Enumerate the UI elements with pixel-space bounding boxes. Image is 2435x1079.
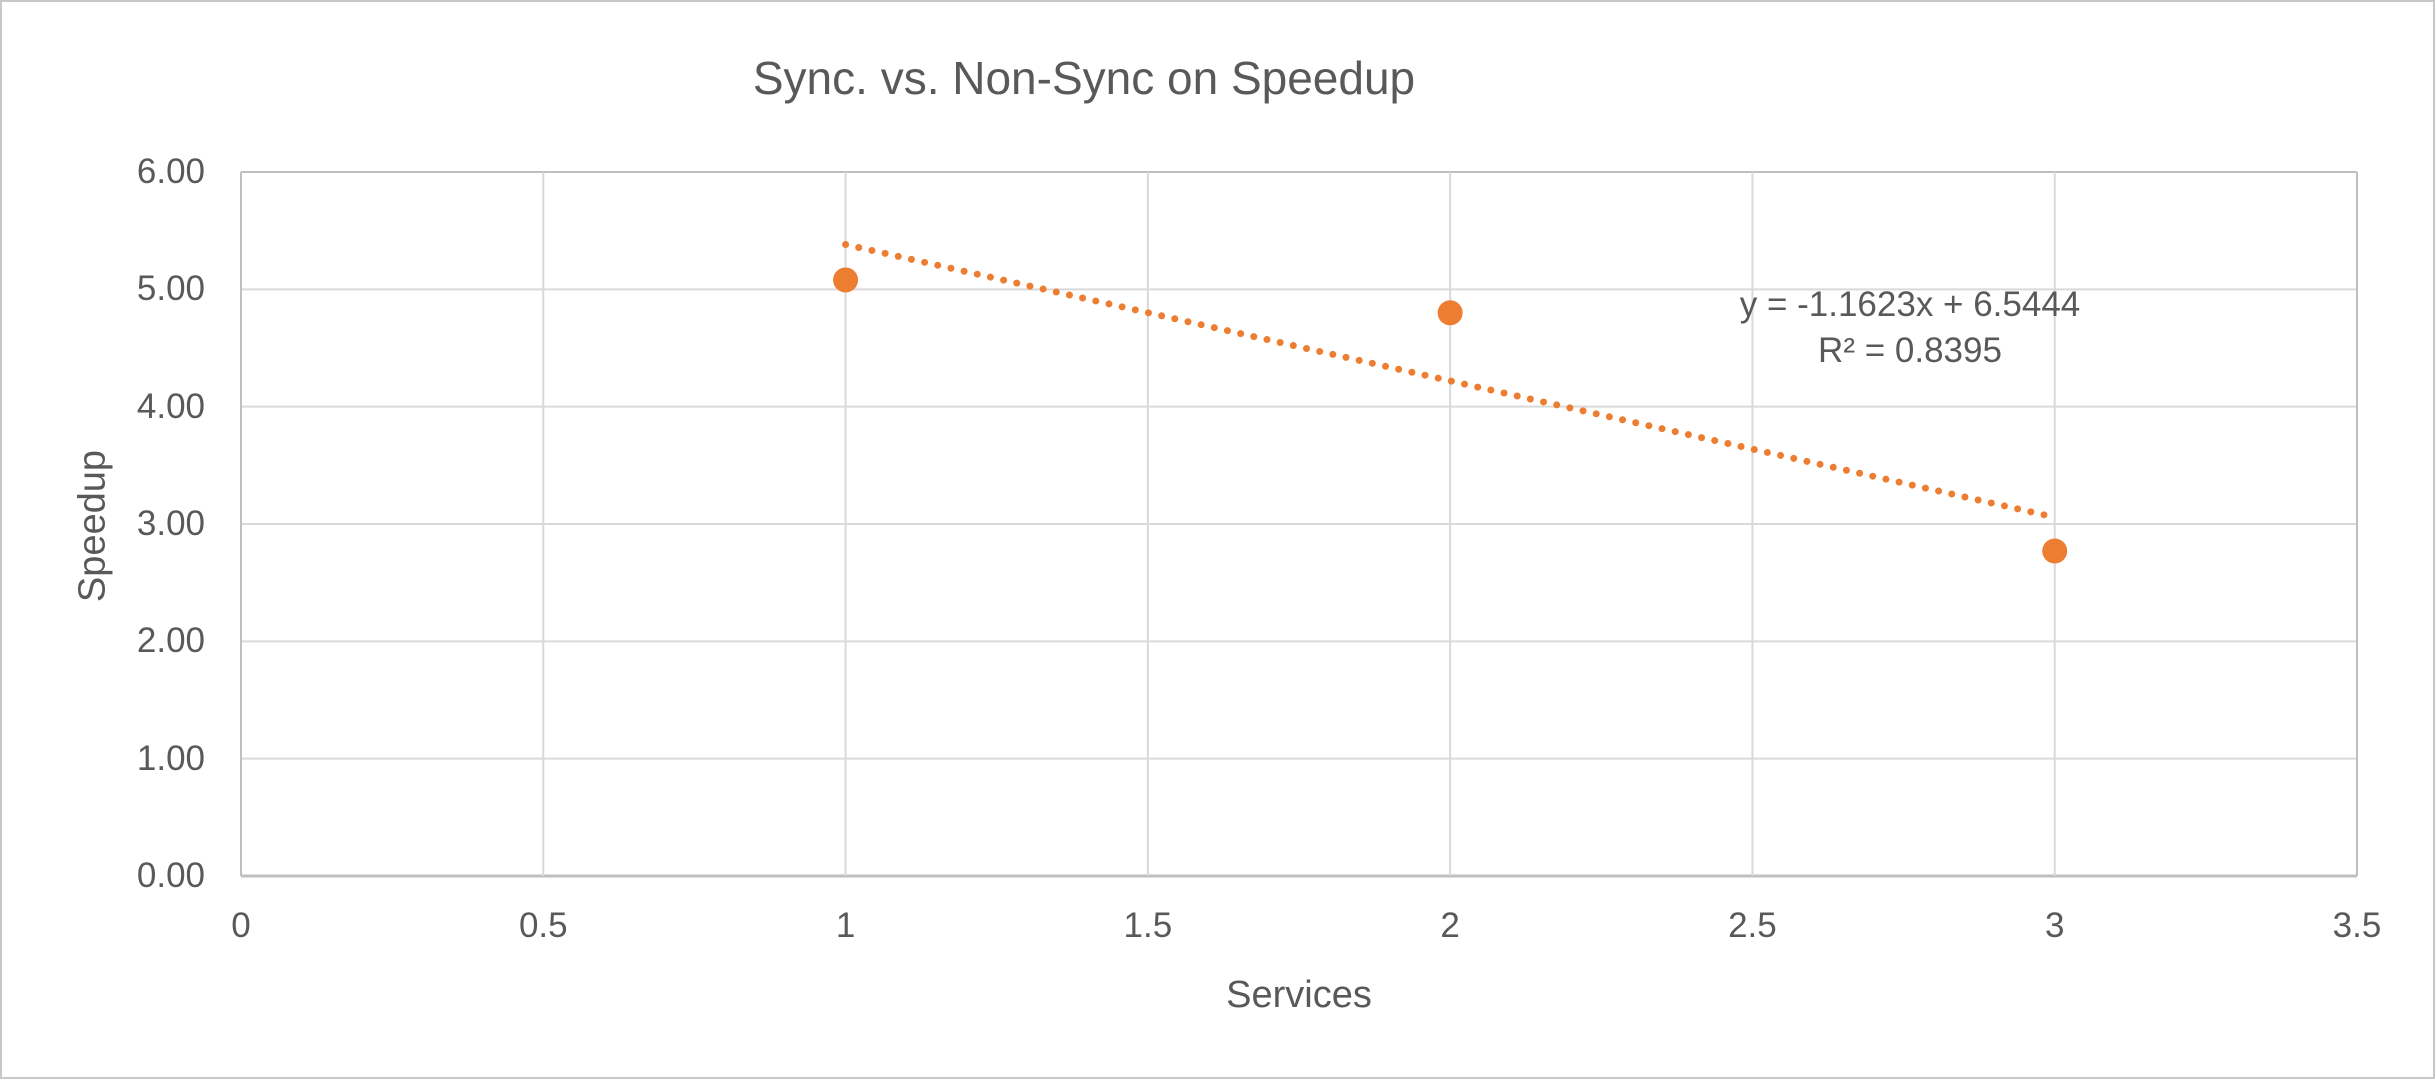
x-tick-label: 1.5 (1123, 906, 1173, 945)
y-tick-label: 6.00 (136, 152, 205, 191)
y-tick-label: 3.00 (136, 504, 205, 543)
data-point (2042, 538, 2068, 564)
trendline-equation-text: y = -1.1623x + 6.5444 (1739, 285, 2081, 324)
x-tick-label: 0 (231, 906, 251, 945)
y-tick-label: 5.00 (136, 269, 205, 309)
y-tick-label: 2.00 (136, 621, 205, 661)
chart-title: Sync. vs. Non-Sync on Speedup (752, 52, 1416, 104)
trendline-label: y = -1.1623x + 6.5444 R² = 0.8395 (1740, 282, 2081, 374)
x-tick-label: 2 (1440, 906, 1460, 945)
x-tick-label: 0.5 (518, 906, 568, 945)
y-tick-label: 4.00 (136, 386, 205, 426)
x-tick-label: 2.5 (1728, 906, 1777, 945)
y-tick-label: 1.00 (136, 738, 205, 778)
plot-area (240, 171, 2358, 878)
x-axis-title: Services (1226, 974, 1372, 1016)
data-point (1437, 300, 1463, 326)
x-tick-label: 3 (2044, 906, 2065, 945)
x-tick-label: 1 (835, 906, 856, 945)
y-tick-label: 0.00 (136, 856, 205, 895)
trendline (842, 241, 2059, 521)
trendline-r-squared-text: R² = 0.8395 (1818, 331, 2002, 370)
x-tick-label: 3.5 (2332, 906, 2382, 945)
data-point (833, 267, 859, 293)
